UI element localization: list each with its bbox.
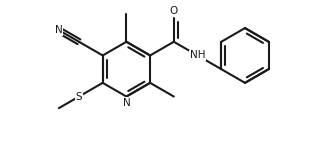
- Text: NH: NH: [190, 50, 205, 60]
- Text: N: N: [122, 98, 130, 108]
- Text: S: S: [76, 92, 82, 102]
- Text: N: N: [55, 25, 63, 35]
- Text: O: O: [170, 6, 178, 16]
